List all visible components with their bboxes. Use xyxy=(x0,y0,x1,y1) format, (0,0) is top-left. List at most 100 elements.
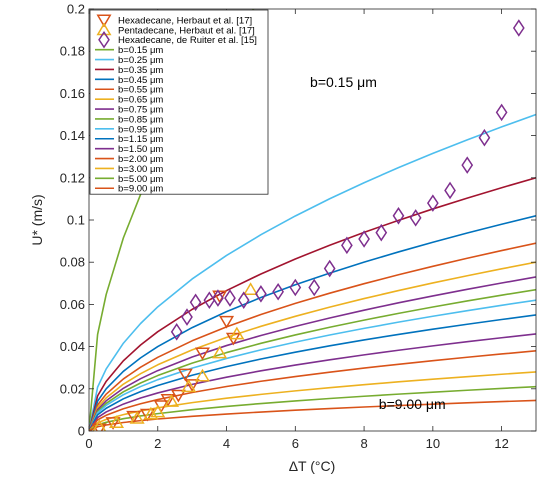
y-tick-label: 0.1 xyxy=(67,213,85,228)
marker-point-0 xyxy=(105,417,121,430)
annotation-bottom: b=9.00 μm xyxy=(379,396,446,412)
marker-point-1 xyxy=(194,368,210,382)
series-line-4 xyxy=(89,242,536,431)
y-tick-label: 0.14 xyxy=(60,128,85,143)
y-tick-label: 0.2 xyxy=(67,2,85,17)
legend-label: b=0.95 μm xyxy=(118,124,163,135)
y-tick-label: 0.18 xyxy=(60,44,85,59)
legend-label: b=9.00 μm xyxy=(118,184,163,195)
marker-point-2 xyxy=(392,206,405,225)
marker-point-2 xyxy=(272,282,284,301)
marker-point-0 xyxy=(160,393,176,407)
marker-point-2 xyxy=(224,289,236,307)
marker-point-2 xyxy=(170,323,183,341)
marker-point-2 xyxy=(478,128,491,147)
x-tick-label: 0 xyxy=(85,436,92,451)
legend-label: b=0.45 μm xyxy=(118,75,163,86)
legend: Hexadecane, Herbaut et al. [17]Pentadeca… xyxy=(89,9,269,195)
marker-point-2 xyxy=(255,285,267,303)
marker-point-0 xyxy=(194,347,210,361)
x-axis-label: ΔT (°C) xyxy=(289,458,336,474)
legend-label: b=0.65 μm xyxy=(118,95,163,106)
legend-label: Hexadecane, Herbaut et al. [17] xyxy=(118,15,252,26)
series-line-7 xyxy=(89,288,536,431)
series-line-2 xyxy=(89,177,536,431)
marker-point-0 xyxy=(91,423,107,431)
legend-label: b=0.15 μm xyxy=(118,45,163,56)
marker-point-2 xyxy=(323,259,336,278)
marker-point-2 xyxy=(375,223,388,242)
y-tick-label: 0.12 xyxy=(60,170,85,185)
marker-point-1 xyxy=(212,345,228,359)
marker-point-2 xyxy=(512,19,525,37)
marker-point-2 xyxy=(495,103,508,122)
marker-point-1 xyxy=(164,394,180,407)
x-tick-label: 4 xyxy=(223,436,230,451)
legend-box xyxy=(89,9,269,195)
marker-point-0 xyxy=(177,368,193,382)
marker-point-0 xyxy=(139,408,155,422)
x-tick-label: 12 xyxy=(494,436,508,451)
y-tick-label: 0 xyxy=(78,424,85,439)
series-line-3 xyxy=(89,215,536,431)
marker-point-1 xyxy=(129,410,145,424)
marker-point-2 xyxy=(289,278,302,297)
marker-point-2 xyxy=(189,293,202,312)
series-line-8 xyxy=(89,299,536,431)
marker-point-2 xyxy=(444,181,456,200)
legend-label: b=0.25 μm xyxy=(118,55,163,66)
y-tick-label: 0.16 xyxy=(60,86,85,101)
series-line-1 xyxy=(89,113,536,431)
legend-label: b=0.35 μm xyxy=(118,65,163,76)
series-line-10 xyxy=(89,333,536,431)
y-axis: 0 0.02 0.04 0.06 0.08 0.1 0.12 0.14 0.16 0.18 0.2 xyxy=(60,2,536,439)
series-line-0 xyxy=(89,9,255,431)
marker-point-1 xyxy=(108,415,125,428)
series-line-11 xyxy=(89,350,536,431)
y-tick-label: 0.02 xyxy=(60,381,85,396)
legend-marker xyxy=(96,14,112,28)
y-tick-label: 0.08 xyxy=(60,255,85,270)
series-line-5 xyxy=(89,261,536,431)
legend-label: b=3.00 μm xyxy=(118,164,163,175)
marker-point-1 xyxy=(150,404,166,418)
marker-point-0 xyxy=(170,389,186,403)
legend-label: b=5.00 μm xyxy=(118,174,163,185)
marker-point-0 xyxy=(184,379,200,392)
marker-point-2 xyxy=(308,278,321,297)
marker-point-2 xyxy=(212,289,224,307)
series-line-9 xyxy=(89,314,536,431)
series-line-6 xyxy=(89,276,536,431)
legend-marker xyxy=(98,30,110,49)
annotation-top: b=0.15 μm xyxy=(310,74,377,90)
marker-point-0 xyxy=(219,315,235,329)
x-tick-label: 6 xyxy=(292,436,299,451)
x-tick-label: 8 xyxy=(360,436,367,451)
series-line-14 xyxy=(89,399,536,431)
legend-label: Hexadecane, de Ruiter et al. [15] xyxy=(118,35,257,46)
marker-point-2 xyxy=(461,156,474,174)
experimental-markers xyxy=(91,19,525,431)
marker-point-1 xyxy=(229,326,245,340)
x-axis: 0 2 4 6 8 10 12 xyxy=(85,9,509,451)
marker-point-2 xyxy=(181,308,193,326)
marker-point-2 xyxy=(358,230,370,248)
legend-label: Pentadecane, Herbaut et al. [17] xyxy=(118,25,255,36)
legend-label: b=0.75 μm xyxy=(118,104,163,115)
y-axis-label: U* (m/s) xyxy=(29,194,45,245)
marker-point-2 xyxy=(341,236,353,255)
legend-label: b=1.50 μm xyxy=(118,144,163,155)
legend-label: b=0.55 μm xyxy=(118,85,163,96)
marker-point-1 xyxy=(243,282,259,296)
legend-label: b=1.15 μm xyxy=(118,134,163,145)
legend-label: b=2.00 μm xyxy=(118,154,163,165)
marker-point-2 xyxy=(237,291,250,309)
legend-label: b=0.85 μm xyxy=(118,114,163,125)
x-tick-label: 2 xyxy=(154,436,161,451)
y-tick-label: 0.04 xyxy=(60,339,85,354)
x-tick-label: 10 xyxy=(426,436,440,451)
marker-point-0 xyxy=(126,410,142,424)
series-line-12 xyxy=(89,371,536,431)
